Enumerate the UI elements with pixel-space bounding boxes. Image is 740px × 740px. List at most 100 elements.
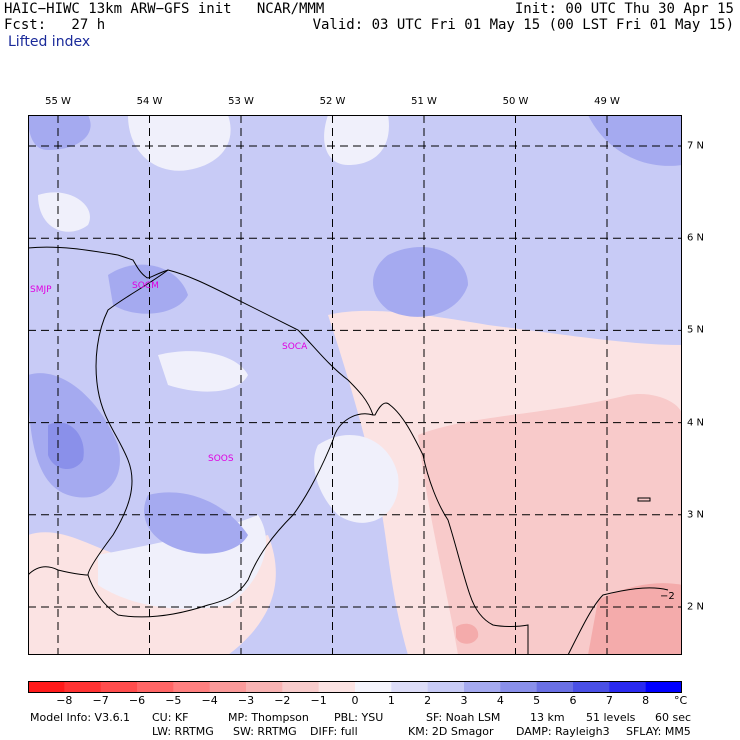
footer-item: KM: 2D Smagor: [408, 725, 494, 738]
footer-item: Model Info: V3.6.1: [30, 711, 131, 724]
border-suriname-guiana: [87, 269, 374, 618]
footer-item: MP: Thompson: [228, 711, 309, 724]
colorbar-swatch: [173, 681, 211, 693]
valid-time: Valid: 03 UTC Fri 01 May 15 (00 LST Fri …: [312, 17, 734, 33]
map-frame: [28, 115, 682, 655]
footer-item: SFLAY: MM5: [626, 725, 691, 738]
colorbar-tick-label: 3: [460, 694, 468, 707]
fill-medium-blue-south: [144, 492, 248, 554]
field-name: Lifted index: [8, 34, 91, 50]
colorbar-tick-label: 8: [642, 694, 650, 707]
lat-lon-grid: [28, 115, 682, 655]
colorbar-frame: [28, 681, 682, 693]
footer-item: 51 levels: [586, 711, 636, 724]
colorbar-swatch: [28, 681, 65, 693]
station-smjp: SMJP: [30, 285, 52, 295]
colorbar-swatch: [100, 681, 138, 693]
init-time: Init: 00 UTC Thu 30 Apr 15: [514, 1, 734, 17]
colorbar-tick-label: −7: [92, 694, 109, 707]
colorbar-tick-label: 5: [533, 694, 541, 707]
colorbar-tick-label: 4: [496, 694, 504, 707]
fill-medium-blue-north-central: [373, 246, 468, 317]
coastline: [28, 246, 529, 655]
fill-medium-blue-northeast: [588, 115, 682, 166]
colorbar-tick-label: −3: [237, 694, 255, 707]
longitude-label: 55 W: [45, 96, 71, 107]
colorbar-swatch: [209, 681, 247, 693]
latitude-label: 7 N: [687, 140, 705, 152]
colorbar-tick-label: −1: [310, 694, 327, 707]
footer-item: SW: RRTMG: [233, 725, 297, 738]
footer-item: 13 km: [530, 711, 565, 724]
colorbar-swatch: [137, 681, 174, 693]
longitude-label: 51 W: [411, 96, 437, 107]
lifted-index-map: SMJP SOCM SOCA SOOS −2: [28, 115, 682, 655]
fill-dark-pink-corner: [588, 583, 682, 655]
footer-item: SF: Noah LSM: [426, 711, 501, 724]
latitude-label: 6 N: [687, 232, 705, 244]
colorbar: [28, 681, 682, 693]
fill-dark-blue-west: [48, 422, 84, 470]
colorbar-swatch: [391, 681, 429, 693]
colorbar-swatch: [355, 681, 392, 693]
contour-minus-two: [567, 587, 669, 655]
station-soca: SOCA: [282, 342, 308, 352]
colorbar-swatch: [536, 681, 574, 693]
latitude-label: 3 N: [687, 509, 705, 521]
colorbar-tick-label: 7: [605, 694, 613, 707]
footer-item: 60 sec: [655, 711, 692, 724]
colorbar-tick-label: 1: [387, 694, 395, 707]
colorbar-tick-label: −5: [165, 694, 182, 707]
coastline-borders: [28, 246, 669, 655]
colorbar-tick-label: 6: [569, 694, 577, 707]
colorbar-swatch: [573, 681, 610, 693]
footer-item: LW: RRTMG: [152, 725, 214, 738]
longitude-label: 53 W: [228, 96, 254, 107]
latitude-label: 2 N: [687, 601, 705, 613]
fill-white-central: [314, 435, 399, 523]
longitude-label: 50 W: [502, 96, 529, 107]
colorbar-tick-label: 2: [424, 694, 432, 707]
fill-white-north-2: [324, 115, 389, 165]
colorbar-tick-label: −6: [128, 694, 146, 707]
colorbar-swatch: [282, 681, 320, 693]
station-socm: SOCM: [132, 281, 159, 291]
model-title: HAIC−HIWC 13km ARW−GFS init NCAR/MMM: [4, 1, 325, 17]
colorbar-tick-label: −2: [274, 694, 291, 707]
fill-white-west-central: [158, 351, 248, 392]
fill-pink-southeast: [418, 394, 682, 655]
longitude-label: 54 W: [136, 96, 163, 107]
colorbar-swatch: [500, 681, 538, 693]
longitude-label: 49 W: [594, 96, 620, 107]
field-fill: [28, 115, 682, 655]
colorbar-swatch: [64, 681, 102, 693]
fill-medium-blue-northwest: [108, 264, 188, 314]
fill-white-north: [128, 115, 231, 171]
latitude-label: 5 N: [687, 324, 705, 336]
station-labels: SMJP SOCM SOCA SOOS: [30, 281, 308, 464]
colorbar-tick-label: 0: [351, 694, 359, 707]
colorbar-swatch: [645, 681, 682, 693]
colorbar-tick-label: −4: [201, 694, 218, 707]
footer-item: CU: KF: [152, 711, 189, 724]
colorbar-swatch: [318, 681, 356, 693]
colorbar-swatch: [427, 681, 465, 693]
fill-dark-pink-spot: [456, 623, 479, 644]
footer-item: DAMP: Rayleigh3: [516, 725, 610, 738]
station-soos: SOOS: [208, 454, 234, 464]
latitude-label: 4 N: [687, 417, 705, 429]
footer-item: DIFF: full: [310, 725, 358, 738]
colorbar-swatch: [609, 681, 647, 693]
footer-item: PBL: YSU: [334, 711, 384, 724]
border-southwest: [28, 566, 89, 576]
fill-medium-blue-northwest-corner: [28, 115, 91, 150]
contour-label: −2: [660, 591, 675, 602]
fill-white-northwest: [38, 192, 90, 232]
forecast-hour: Fcst: 27 h: [4, 17, 106, 33]
colorbar-unit: °C: [674, 694, 688, 707]
contour-small-blob: [637, 497, 651, 502]
colorbar-swatch: [246, 681, 283, 693]
longitude-label: 52 W: [319, 96, 346, 107]
colorbar-tick-label: −8: [56, 694, 73, 707]
colorbar-swatch: [464, 681, 501, 693]
